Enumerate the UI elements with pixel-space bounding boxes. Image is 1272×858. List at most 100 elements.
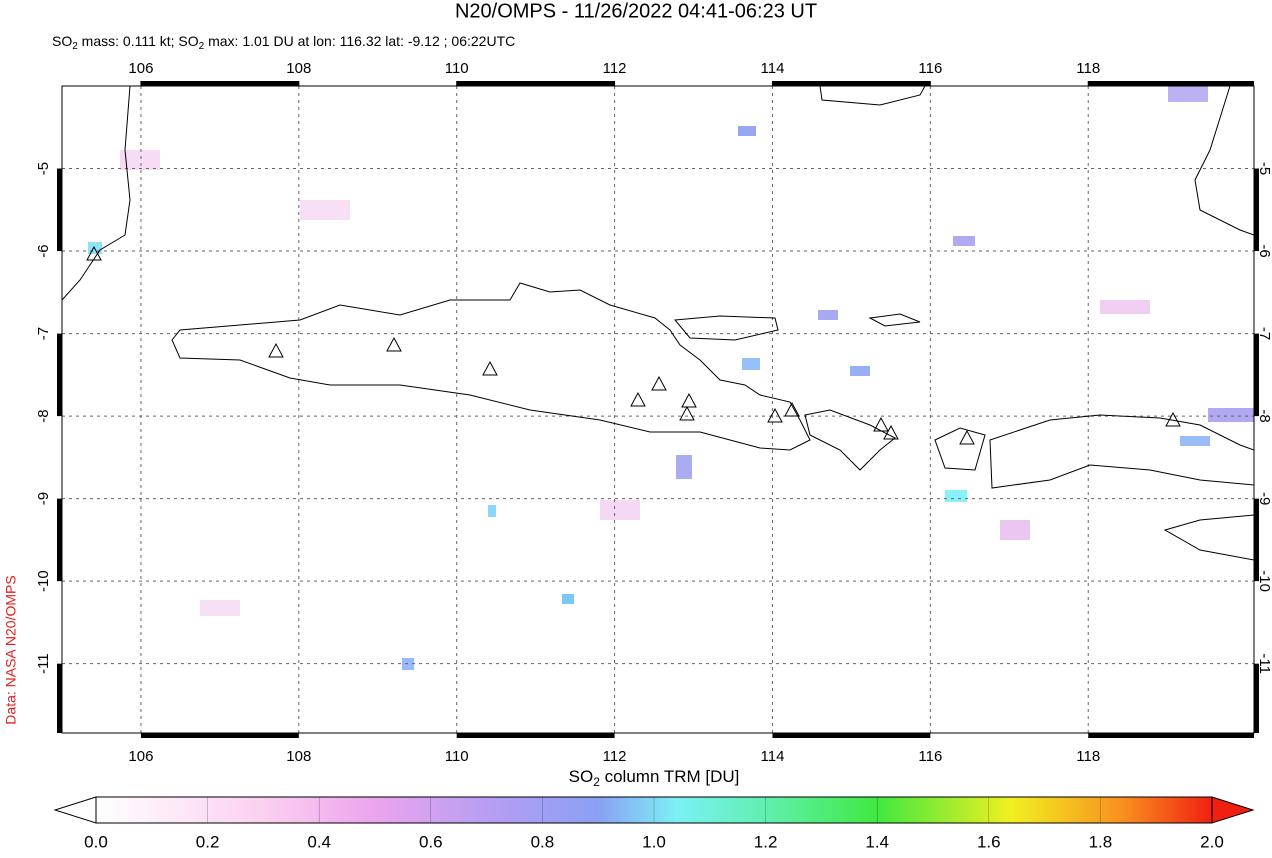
lat-tick-label: -11 — [1256, 653, 1272, 674]
pixel — [818, 310, 838, 320]
frame-segment — [1254, 663, 1259, 733]
coastline — [62, 86, 131, 301]
pixel — [562, 594, 574, 604]
frame-segment — [772, 733, 931, 738]
pixel — [945, 490, 967, 502]
lon-tick-label: 112 — [603, 60, 627, 77]
colorbar-low — [53, 796, 97, 824]
frame-segment — [140, 81, 299, 86]
lon-tick-label: 106 — [128, 748, 153, 765]
colorbar-tick-label: 1.6 — [977, 832, 1001, 851]
title: N20/OMPS - 11/26/2022 04:41-06:23 UT — [455, 0, 817, 22]
lat-tick-label: -6 — [35, 244, 52, 257]
colorbar-tick-label: 0.2 — [196, 832, 220, 851]
frame-segment — [1254, 498, 1259, 582]
colorbar-label: SO2 column TRM [DU] — [569, 767, 740, 789]
frame-segment — [57, 333, 62, 417]
lat-tick-label: -5 — [1256, 162, 1272, 175]
frame-segment — [1254, 333, 1259, 417]
frame-segment — [1088, 81, 1254, 86]
pixels — [88, 86, 1254, 670]
lat-tick-label: -9 — [35, 492, 52, 505]
frame-segment — [140, 733, 299, 738]
coastline — [1194, 86, 1254, 236]
frame-segment — [57, 168, 62, 252]
lat-tick-label: -8 — [35, 409, 52, 422]
lon-tick-label: 118 — [1076, 748, 1100, 765]
colorbar-tick-label: 0.8 — [531, 832, 555, 851]
frame-segment — [1254, 168, 1259, 252]
lon-tick-label: 110 — [445, 748, 469, 765]
lat-tick-label: -7 — [1256, 327, 1272, 340]
lat-tick-label: -10 — [1256, 570, 1272, 592]
lon-tick-label: 108 — [286, 60, 311, 77]
lon-tick-label: 116 — [918, 748, 942, 765]
source: Data: NASA N20/OMPS — [3, 575, 19, 724]
colorbar-tick-label: 0.6 — [419, 832, 443, 851]
volcanoes — [86, 245, 1181, 445]
coastline — [819, 86, 926, 106]
colorbar-tick-label: 0.4 — [307, 832, 331, 851]
map-frame — [57, 81, 1259, 738]
map-area — [62, 86, 1254, 733]
pixel — [953, 236, 975, 246]
coastline — [989, 414, 1254, 489]
lat-tick-label: -9 — [1256, 492, 1272, 505]
pixel — [300, 200, 350, 220]
lat-tick-label: -11 — [35, 653, 52, 674]
pixel — [1000, 520, 1030, 540]
pixel — [742, 358, 760, 370]
lon-tick-label: 106 — [128, 60, 153, 77]
pixel — [676, 455, 692, 479]
colorbar-tick-label: 1.4 — [865, 832, 889, 851]
pixel — [1100, 300, 1150, 314]
lon-tick-label: 116 — [918, 60, 942, 77]
coastlines — [62, 86, 1254, 561]
frame-segment — [456, 733, 615, 738]
lon-tick-label: 114 — [761, 60, 785, 77]
pixel — [120, 150, 160, 170]
colorbar-tick-label: 1.8 — [1089, 832, 1113, 851]
volcano — [86, 245, 1181, 445]
colorbar — [53, 796, 1255, 824]
frame-segment — [57, 498, 62, 582]
subtitle: SO2 mass: 0.111 kt; SO2 max: 1.01 DU at … — [52, 33, 515, 52]
frame-segment — [456, 81, 615, 86]
colorbar-tick-label: 1.0 — [642, 832, 666, 851]
frame-segment — [772, 81, 931, 86]
frame-segment — [1088, 733, 1254, 738]
pixel — [1180, 436, 1210, 446]
coastline — [674, 315, 779, 341]
pixel — [200, 600, 240, 616]
pixel — [738, 126, 756, 136]
coastline — [171, 282, 811, 451]
pixel — [850, 366, 870, 376]
lat-tick-label: -6 — [1256, 244, 1272, 257]
coastline — [804, 409, 896, 471]
pixel — [1168, 86, 1208, 102]
lon-tick-label: 112 — [603, 748, 627, 765]
lat-tick-label: -7 — [35, 327, 52, 340]
map-border — [61, 85, 1255, 734]
colorbar-high — [1211, 796, 1255, 824]
grid — [62, 86, 1254, 733]
lat-tick-label: -5 — [35, 162, 52, 175]
lon-tick-label: 114 — [761, 748, 785, 765]
lat-tick-label: -8 — [1256, 409, 1272, 422]
coastline — [1163, 514, 1254, 561]
pixel — [1208, 408, 1254, 422]
pixel — [600, 500, 640, 520]
lon-tick-label: 110 — [445, 60, 469, 77]
lon-tick-label: 108 — [286, 748, 311, 765]
colorbar-tick-label: 2.0 — [1200, 832, 1224, 851]
coastline — [934, 427, 986, 471]
lon-tick-label: 118 — [1076, 60, 1100, 77]
frame-segment — [57, 663, 62, 733]
colorbar-tick-label: 1.2 — [754, 832, 778, 851]
coastline — [868, 313, 921, 327]
colorbar-gradient — [95, 796, 1213, 824]
lat-tick-label: -10 — [35, 570, 52, 592]
pixel — [488, 505, 496, 517]
colorbar-tick-label: 0.0 — [84, 832, 108, 851]
